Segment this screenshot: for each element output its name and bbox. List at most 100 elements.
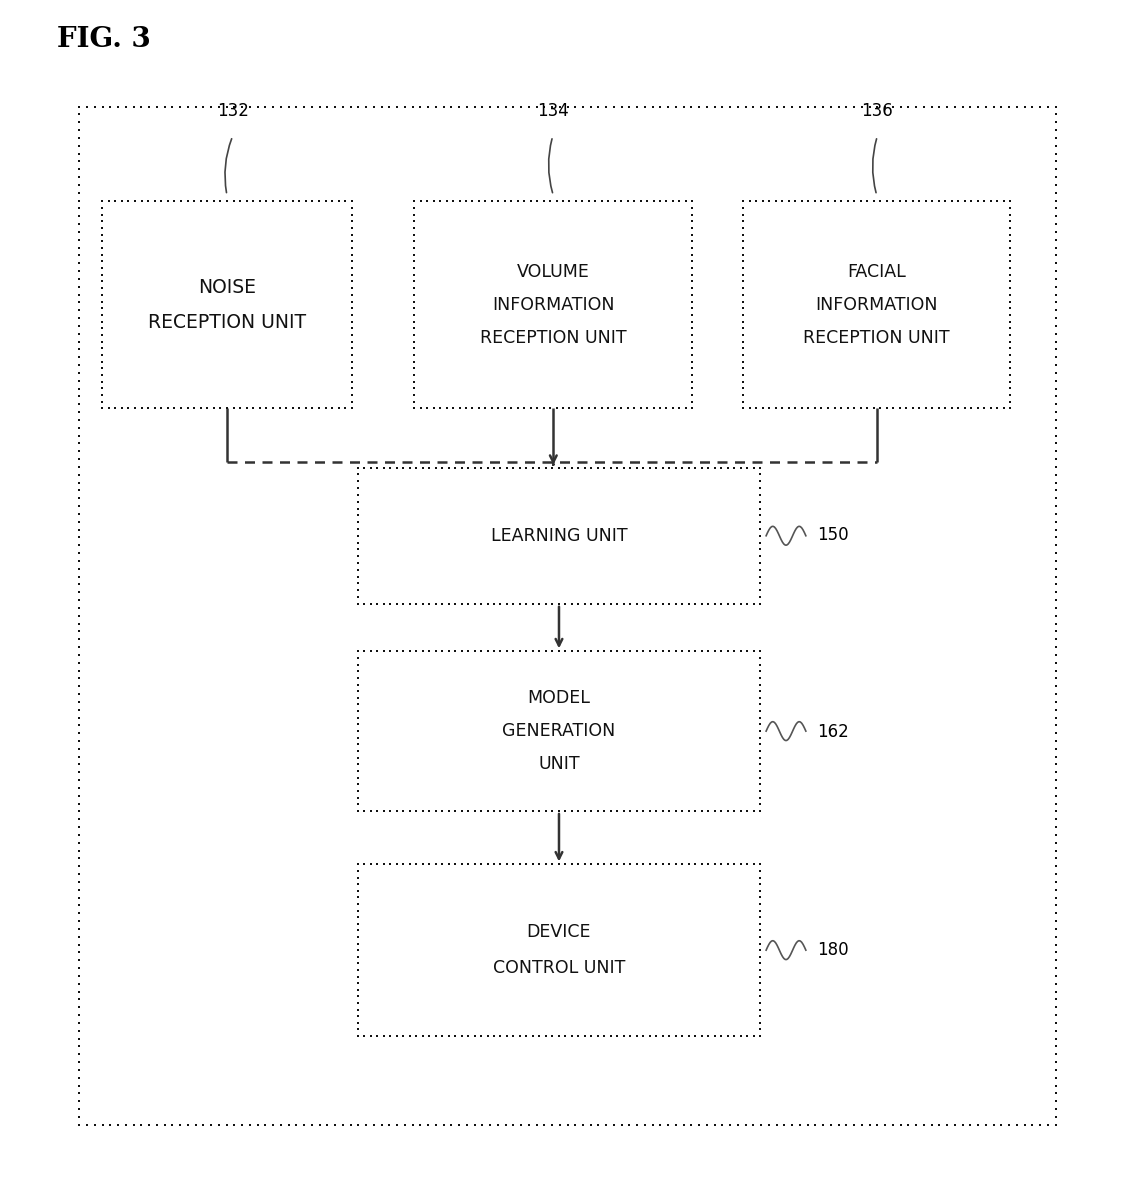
Point [956, 399, 974, 418]
Point [1046, 881, 1065, 900]
Point [673, 802, 691, 821]
Point [355, 855, 373, 874]
Point [698, 1115, 716, 1134]
Point [453, 1027, 471, 1045]
Point [171, 97, 190, 116]
Point [343, 258, 361, 277]
Point [126, 399, 144, 418]
Point [739, 802, 757, 821]
Point [544, 802, 562, 821]
Point [348, 993, 367, 1012]
Point [544, 458, 562, 477]
Point [218, 1115, 236, 1134]
Point [1046, 199, 1065, 218]
Point [651, 192, 670, 211]
Point [699, 642, 717, 661]
Point [405, 278, 423, 297]
Point [498, 458, 516, 477]
Point [511, 594, 529, 613]
Point [498, 642, 516, 661]
Point [682, 97, 700, 116]
Point [479, 1027, 497, 1045]
Point [751, 574, 770, 593]
Point [1001, 379, 1019, 398]
Point [449, 97, 468, 116]
Point [70, 1044, 89, 1063]
Point [70, 168, 89, 187]
Point [1001, 192, 1019, 211]
Point [342, 1115, 360, 1134]
Point [751, 921, 770, 940]
Point [1046, 873, 1065, 892]
Point [751, 1027, 770, 1045]
Point [361, 855, 379, 874]
Point [541, 399, 560, 418]
Point [70, 199, 89, 218]
Point [667, 458, 686, 477]
Bar [358, 468, 760, 604]
Point [1001, 285, 1019, 304]
Point [225, 399, 243, 418]
Point [962, 192, 981, 211]
Point [485, 642, 503, 661]
Point [375, 802, 393, 821]
Point [427, 802, 445, 821]
Point [343, 352, 361, 371]
Point [70, 786, 89, 805]
Point [70, 481, 89, 500]
Point [751, 947, 770, 966]
Point [70, 669, 89, 688]
Point [348, 554, 367, 573]
Point [592, 192, 611, 211]
Point [1046, 1085, 1065, 1103]
Point [70, 630, 89, 649]
Point [1046, 363, 1065, 382]
Point [279, 1115, 297, 1134]
Point [473, 1115, 491, 1134]
Point [70, 152, 89, 170]
Point [706, 1115, 724, 1134]
Point [747, 399, 765, 418]
Point [657, 399, 675, 418]
Point [145, 192, 163, 211]
Point [70, 873, 89, 892]
Point [631, 399, 649, 418]
Point [407, 1027, 426, 1045]
Point [405, 298, 423, 317]
Point [734, 272, 753, 291]
Point [70, 700, 89, 719]
Point [481, 97, 499, 116]
Point [348, 802, 367, 821]
Point [599, 399, 617, 418]
Point [70, 834, 89, 852]
Point [93, 239, 111, 258]
Point [661, 802, 679, 821]
Point [721, 97, 739, 116]
Point [1001, 278, 1019, 297]
Point [680, 1027, 698, 1045]
Point [504, 802, 522, 821]
Point [1001, 318, 1019, 337]
Point [343, 212, 361, 231]
Point [751, 934, 770, 953]
Point [1046, 136, 1065, 155]
Bar [743, 201, 1010, 408]
Point [806, 1115, 824, 1134]
Point [745, 458, 763, 477]
Point [70, 1022, 89, 1041]
Point [606, 192, 624, 211]
Point [1046, 520, 1065, 539]
Point [891, 1115, 909, 1134]
Point [133, 399, 151, 418]
Point [647, 855, 665, 874]
Point [348, 927, 367, 946]
Point [459, 1027, 477, 1045]
Point [310, 399, 328, 418]
Point [718, 855, 737, 874]
Point [70, 1115, 89, 1134]
Point [570, 1027, 588, 1045]
Point [446, 1027, 464, 1045]
Point [659, 97, 678, 116]
Point [518, 802, 536, 821]
Point [419, 1115, 437, 1134]
